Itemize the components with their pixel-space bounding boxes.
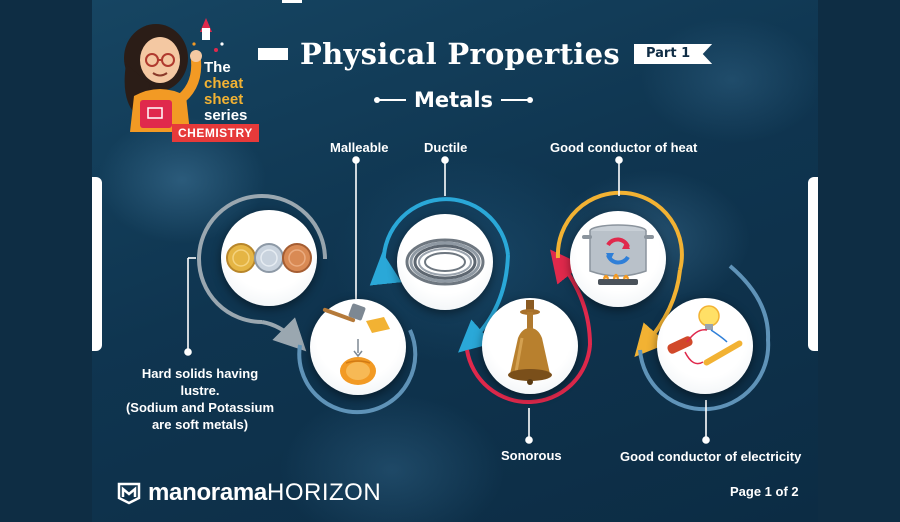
label-malleable: Malleable <box>330 140 389 155</box>
subtitle-line-left <box>374 97 406 103</box>
ring-wire <box>369 197 510 286</box>
teacher-illustration-icon <box>124 18 224 132</box>
left-side-tab[interactable] <box>92 177 102 351</box>
hard-line-2: (Sodium and Potassium <box>125 400 275 415</box>
page-indicator: Page 1 of 2 <box>730 484 799 499</box>
label-hard-solids: Hard solids having lustre. (Sodium and P… <box>122 365 278 433</box>
hard-line-1: Hard solids having lustre. <box>141 366 259 398</box>
ring-bulb <box>638 264 771 412</box>
subtitle-row: Metals <box>374 86 534 114</box>
label-heat: Good conductor of heat <box>550 140 698 155</box>
hammer-metal-sheet-icon <box>322 303 390 385</box>
series-word-series: series <box>204 107 248 124</box>
bell-icon <box>508 300 552 385</box>
ring-pot <box>555 190 684 271</box>
chemistry-tag: CHEMISTRY <box>172 124 259 142</box>
coins-icon <box>226 243 312 273</box>
arrow-pot-to-bulb <box>634 269 682 357</box>
series-word-cheat: cheat <box>204 75 244 92</box>
series-word-the: The <box>204 59 231 76</box>
property-circle-bell <box>482 298 578 394</box>
label-electricity: Good conductor of electricity <box>620 449 802 464</box>
arrow-bell-to-pot <box>550 249 592 346</box>
heated-pot-icon <box>582 224 654 285</box>
wire-coil-icon <box>405 238 485 286</box>
brand-logo[interactable]: manorama HORIZON <box>116 478 381 508</box>
series-logo: The cheat sheet series CHEMISTRY <box>120 14 270 144</box>
property-circle-hammer <box>310 299 406 395</box>
arrow-wire-to-bell <box>458 254 510 353</box>
property-circle-coins <box>221 210 317 306</box>
ring-hammer <box>297 329 418 415</box>
property-circle-bulb <box>657 298 753 394</box>
top-notch <box>282 0 302 3</box>
right-side-tab[interactable] <box>808 177 818 351</box>
page-title-row: Physical Properties Part 1 <box>258 36 713 72</box>
brand-name-a: manorama <box>148 479 267 506</box>
circuit-bulb-icon <box>667 305 743 366</box>
property-circle-wire <box>397 214 493 310</box>
subtitle-line-right <box>501 97 534 103</box>
arrow-coins-to-hammer <box>261 317 307 352</box>
series-word-sheet: sheet <box>204 91 244 108</box>
subtitle: Metals <box>414 88 494 112</box>
ring-coins <box>197 194 327 324</box>
label-ductile: Ductile <box>424 140 468 155</box>
label-sonorous: Sonorous <box>501 448 562 463</box>
property-circle-pot <box>570 211 666 307</box>
part-tag: Part 1 <box>633 44 713 64</box>
brand-name-b: HORIZON <box>266 479 382 506</box>
manorama-logo-icon <box>117 482 141 505</box>
hard-line-3: are soft metals) <box>151 417 249 432</box>
ring-bell <box>465 344 592 405</box>
title-bar-decoration <box>258 48 288 60</box>
page-title: Physical Properties <box>300 37 620 71</box>
